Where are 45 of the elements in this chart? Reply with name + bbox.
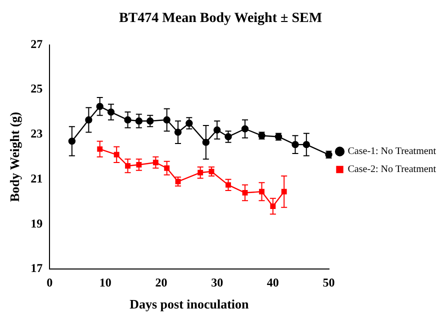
point bbox=[202, 138, 210, 146]
point bbox=[270, 204, 276, 209]
x-tick-label: 50 bbox=[322, 275, 335, 290]
point bbox=[163, 116, 170, 124]
point bbox=[186, 120, 193, 127]
x-tick-label: 40 bbox=[266, 275, 279, 290]
point bbox=[242, 190, 248, 196]
legend-label: Case-2: No Treatment bbox=[348, 164, 436, 176]
y-axis-title: Body Weight (g) bbox=[7, 112, 22, 202]
point bbox=[281, 188, 287, 194]
point bbox=[124, 116, 132, 124]
y-tick-label: 19 bbox=[30, 216, 43, 230]
x-tick-label: 0 bbox=[46, 275, 53, 290]
y-tick-label: 17 bbox=[30, 261, 43, 276]
x-tick-label: 30 bbox=[211, 275, 224, 290]
point bbox=[96, 102, 104, 110]
point bbox=[241, 125, 249, 132]
point bbox=[68, 138, 76, 145]
legend-label: Case-1: No Treatment bbox=[348, 146, 436, 158]
point bbox=[226, 182, 231, 188]
point bbox=[114, 152, 120, 158]
y-tick-label: 27 bbox=[30, 36, 43, 51]
point bbox=[85, 116, 92, 124]
point bbox=[136, 162, 142, 168]
point bbox=[302, 140, 310, 148]
point bbox=[213, 126, 221, 134]
point bbox=[97, 146, 103, 152]
x-axis-title: Days post inoculation bbox=[130, 296, 250, 312]
y-tick-label: 21 bbox=[30, 171, 43, 186]
point bbox=[146, 117, 154, 125]
point bbox=[259, 188, 264, 194]
point bbox=[164, 165, 170, 171]
point bbox=[224, 133, 232, 140]
chart-title: BT474 Mean Body Weight ± SEM bbox=[118, 11, 322, 26]
point bbox=[292, 140, 299, 148]
point bbox=[107, 108, 115, 116]
point bbox=[152, 160, 158, 166]
point bbox=[135, 117, 143, 125]
point bbox=[174, 128, 182, 136]
y-tick-label: 23 bbox=[30, 126, 43, 141]
x-tick-label: 20 bbox=[155, 275, 168, 290]
point bbox=[125, 163, 130, 169]
y-tick-label: 25 bbox=[30, 82, 43, 96]
x-tick-label: 10 bbox=[99, 275, 112, 290]
point bbox=[198, 170, 204, 176]
